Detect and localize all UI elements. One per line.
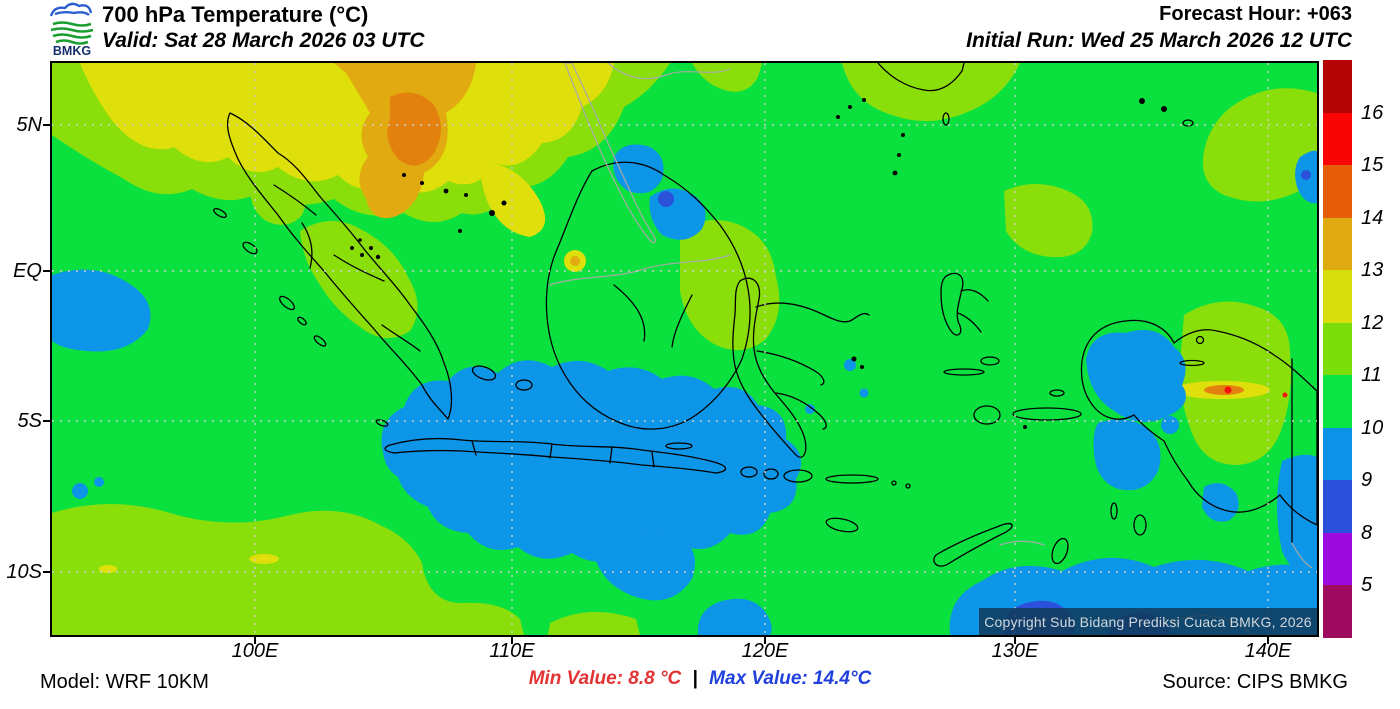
colorbar-label: 8: [1361, 522, 1373, 544]
colorbar-swatch: [1323, 112, 1352, 166]
forecast-hour-label: Forecast Hour: +063: [1159, 3, 1352, 25]
min-value-label: Min Value: 8.8 °C: [528, 668, 682, 689]
model-label: Model: WRF 10KM: [40, 671, 209, 693]
colorbar-label: 13: [1361, 259, 1384, 281]
lon-tick: [1267, 637, 1269, 644]
min-max-separator: |: [692, 668, 698, 689]
max-value-label: Max Value: 14.4°C: [709, 668, 872, 689]
colorbar-swatch: [1323, 532, 1352, 586]
colorbar-swatch: [1323, 480, 1352, 533]
lat-label-5s: 5S: [17, 410, 42, 432]
page-title: 700 hPa Temperature (°C): [102, 2, 369, 27]
colorbar-swatch: [1323, 60, 1352, 113]
temp-fill-red: [1224, 386, 1288, 398]
colorbar-label: 9: [1361, 469, 1373, 491]
colorbar-swatch: [1323, 217, 1352, 271]
lon-tick: [764, 637, 766, 644]
colorbar-label: 5: [1361, 574, 1373, 596]
lon-tick: [1014, 637, 1016, 644]
source-label: Source: CIPS BMKG: [1162, 671, 1348, 693]
bmkg-logo: BMKG: [49, 2, 94, 58]
colorbar-swatch: [1323, 375, 1352, 428]
logo-cloud-icon: [49, 2, 93, 17]
temperature-map: Copyright Sub Bidang Prediksi Cuaca BMKG…: [50, 61, 1319, 637]
temp-fill-orange: [387, 92, 1244, 395]
temp-fill-yellow: [80, 63, 1270, 573]
lat-label-eq: EQ: [13, 260, 42, 282]
lon-label-100e: 100E: [231, 640, 279, 662]
colorbar-label: 12: [1361, 312, 1384, 334]
lon-label-120e: 120E: [741, 640, 789, 662]
map-canvas: [52, 63, 1317, 635]
colorbar-label: 16: [1361, 102, 1384, 124]
colorbar-label: 10: [1361, 417, 1384, 439]
colorbar-swatch: [1323, 270, 1352, 323]
colorbar-label: 14: [1361, 207, 1384, 229]
lat-tick: [43, 270, 50, 272]
initial-run-label: Initial Run: Wed 25 March 2026 12 UTC: [966, 29, 1352, 52]
colorbar-label: 11: [1361, 364, 1382, 386]
graticule-gridlines: [52, 63, 1317, 635]
lat-label-5n: 5N: [16, 114, 42, 136]
min-max-values: Min Value: 8.8 °C | Max Value: 14.4°C: [0, 668, 1400, 690]
lon-label-110e: 110E: [489, 640, 535, 662]
lat-tick: [43, 420, 50, 422]
colorbar-swatch: [1323, 322, 1352, 376]
logo-waves-icon: [50, 21, 94, 45]
temperature-colorbar: [1323, 60, 1352, 639]
coastlines: [213, 63, 1317, 567]
lat-tick: [43, 571, 50, 573]
lon-tick: [254, 637, 256, 644]
colorbar-label: 15: [1361, 154, 1384, 176]
lat-label-10s: 10S: [6, 561, 42, 583]
gray-borders: [548, 63, 1313, 635]
lon-label-130e: 130E: [991, 640, 1039, 662]
colorbar-swatch: [1323, 165, 1352, 218]
valid-time-label: Valid: Sat 28 March 2026 03 UTC: [102, 29, 425, 52]
copyright-overlay: Copyright Sub Bidang Prediksi Cuaca BMKG…: [979, 608, 1317, 635]
lon-tick: [511, 637, 513, 644]
logo-text: BMKG: [53, 44, 91, 58]
lat-tick: [43, 124, 50, 126]
colorbar-swatch: [1323, 427, 1352, 481]
lon-label-140e: 140E: [1244, 640, 1292, 662]
colorbar-swatch: [1323, 585, 1352, 639]
